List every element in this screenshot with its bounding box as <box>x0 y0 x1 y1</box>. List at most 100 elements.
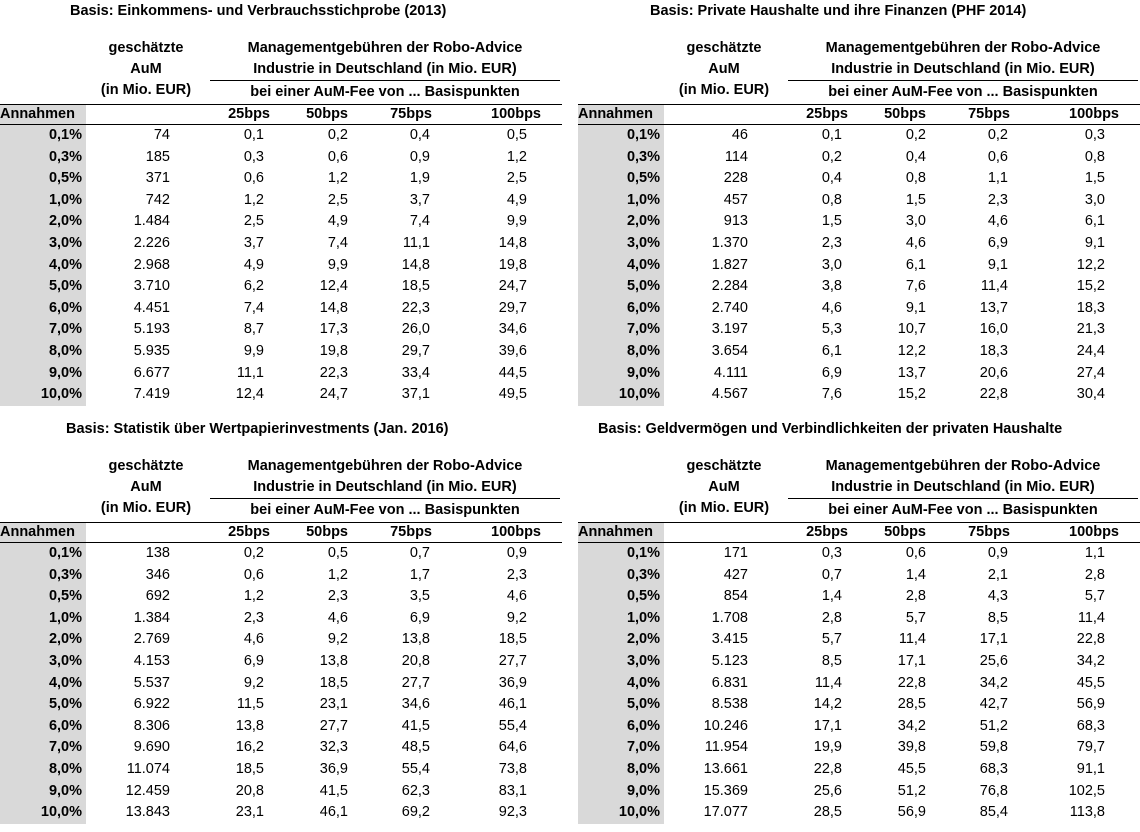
fee-25bps-cell: 6,9 <box>821 364 842 381</box>
table-body: 0,1% 171 0,3 0,6 0,9 1,1 0,3% 427 0,7 1,4 2,1 2,8 0,… <box>578 543 1140 824</box>
fee-50bps-cell: 41,5 <box>319 782 348 799</box>
fee-50bps-cell: 14,8 <box>319 299 348 316</box>
aum-header-line: (in Mio. EUR) <box>678 82 770 98</box>
assumption-percent-cell: 0,3% <box>0 146 86 169</box>
fee-basis-header: bei einer AuM-Fee von ... Basispunkten <box>828 502 1098 518</box>
bps-column-header: 25bps <box>806 106 848 122</box>
fee-100bps-cell: 18,3 <box>1076 299 1105 316</box>
fee-25bps-cell: 22,8 <box>813 760 842 777</box>
fee-100bps-cell: 6,1 <box>1084 213 1105 230</box>
fee-25bps-cell: 0,6 <box>243 170 264 187</box>
bps-column-header: 25bps <box>228 106 270 122</box>
aum-cell: 6.831 <box>711 674 748 691</box>
assumption-percent-cell: 7,0% <box>578 737 664 759</box>
assumption-percent-cell: 7,0% <box>0 319 86 341</box>
fee-50bps-cell: 12,4 <box>319 278 348 295</box>
fee-75bps-cell: 1,1 <box>987 170 1008 187</box>
fee-75bps-cell: 37,1 <box>401 386 430 403</box>
fee-75bps-cell: 76,8 <box>979 782 1008 799</box>
column-header-row: Annahmen 25bps 50bps 75bps 100bps <box>578 522 1140 543</box>
table-row: 1,0% 1.384 2,3 4,6 6,9 9,2 <box>0 607 562 630</box>
table-row: 10,0% 17.077 28,5 56,9 85,4 113,8 <box>578 802 1140 824</box>
aum-cell: 138 <box>145 545 170 561</box>
fee-50bps-cell: 1,2 <box>327 170 348 187</box>
fee-100bps-cell: 56,9 <box>1076 696 1105 713</box>
fee-basis-header: bei einer AuM-Fee von ... Basispunkten <box>250 84 520 100</box>
aum-cell: 13.661 <box>703 760 748 777</box>
table-row: 7,0% 11.954 19,9 39,8 59,8 79,7 <box>578 737 1140 759</box>
fee-75bps-cell: 6,9 <box>987 234 1008 251</box>
fee-50bps-cell: 0,2 <box>327 127 348 143</box>
fee-25bps-cell: 7,4 <box>243 299 264 316</box>
fee-25bps-cell: 6,9 <box>243 652 264 669</box>
fee-25bps-cell: 9,9 <box>243 342 264 359</box>
assumption-percent-cell: 0,1% <box>578 125 664 147</box>
fee-75bps-cell: 25,6 <box>979 652 1008 669</box>
aum-cell: 4.111 <box>713 364 748 381</box>
table-row: 7,0% 3.197 5,3 10,7 16,0 21,3 <box>578 319 1140 341</box>
assumption-percent-cell: 10,0% <box>0 802 86 824</box>
fee-50bps-cell: 4,9 <box>327 213 348 230</box>
management-fee-header-line: Industrie in Deutschland (in Mio. EUR) <box>831 479 1095 495</box>
fee-50bps-cell: 5,7 <box>905 609 926 626</box>
fee-75bps-cell: 18,3 <box>979 342 1008 359</box>
fee-75bps-cell: 26,0 <box>401 321 430 338</box>
fee-25bps-cell: 3,0 <box>821 256 842 273</box>
table-row: 4,0% 5.537 9,2 18,5 27,7 36,9 <box>0 672 562 695</box>
fee-25bps-cell: 6,2 <box>243 278 264 295</box>
fee-75bps-cell: 13,8 <box>401 631 430 648</box>
panel-title: Basis: Einkommens- und Verbrauchsstichpr… <box>70 3 447 19</box>
bps-column-header: 50bps <box>884 524 926 540</box>
annahmen-header: Annahmen <box>0 105 86 124</box>
table-row: 5,0% 8.538 14,2 28,5 42,7 56,9 <box>578 694 1140 716</box>
fee-75bps-cell: 22,3 <box>401 299 430 316</box>
aum-header: geschätzte AuM (in Mio. EUR) <box>86 456 206 519</box>
assumption-percent-cell: 0,5% <box>0 168 86 190</box>
aum-cell: 8.538 <box>711 696 748 713</box>
fee-100bps-cell: 4,9 <box>506 191 527 208</box>
aum-cell: 346 <box>145 566 170 583</box>
fee-100bps-cell: 49,5 <box>498 386 527 403</box>
assumption-percent-cell: 2,0% <box>0 629 86 651</box>
aum-header-line: (in Mio. EUR) <box>100 500 192 516</box>
fee-75bps-cell: 6,9 <box>409 609 430 626</box>
fee-50bps-cell: 9,9 <box>327 256 348 273</box>
fee-25bps-cell: 7,6 <box>821 386 842 403</box>
aum-cell: 185 <box>145 148 170 165</box>
fee-25bps-cell: 5,7 <box>821 631 842 648</box>
fee-basis-header: bei einer AuM-Fee von ... Basispunkten <box>828 84 1098 100</box>
fee-75bps-cell: 14,8 <box>401 256 430 273</box>
management-fee-header-line: Industrie in Deutschland (in Mio. EUR) <box>253 479 517 495</box>
fee-75bps-cell: 0,6 <box>987 148 1008 165</box>
column-header-row: Annahmen 25bps 50bps 75bps 100bps <box>0 104 562 125</box>
fee-25bps-cell: 0,4 <box>821 170 842 187</box>
fee-75bps-cell: 85,4 <box>979 804 1008 821</box>
fee-75bps-cell: 55,4 <box>401 760 430 777</box>
aum-cell: 2.284 <box>711 278 748 295</box>
column-header-row: Annahmen 25bps 50bps 75bps 100bps <box>578 104 1140 125</box>
table-row: 8,0% 5.935 9,9 19,8 29,7 39,6 <box>0 340 562 363</box>
fee-50bps-cell: 32,3 <box>319 739 348 756</box>
assumption-percent-cell: 4,0% <box>0 672 86 695</box>
fee-25bps-cell: 17,1 <box>813 717 842 734</box>
management-fee-header-line: Managementgebühren der Robo-Advice <box>247 458 523 474</box>
fee-50bps-cell: 45,5 <box>897 760 926 777</box>
aum-cell: 4.153 <box>133 652 170 669</box>
management-fee-header-line: Industrie in Deutschland (in Mio. EUR) <box>253 61 517 77</box>
annahmen-header: Annahmen <box>578 523 664 542</box>
fee-50bps-cell: 1,2 <box>327 566 348 583</box>
fee-25bps-cell: 2,8 <box>821 609 842 626</box>
fee-100bps-cell: 30,4 <box>1076 386 1105 403</box>
fee-25bps-cell: 3,8 <box>821 278 842 295</box>
fee-75bps-cell: 48,5 <box>401 739 430 756</box>
fee-50bps-cell: 0,2 <box>905 127 926 143</box>
table-row: 6,0% 8.306 13,8 27,7 41,5 55,4 <box>0 715 562 738</box>
table-row: 0,3% 346 0,6 1,2 1,7 2,3 <box>0 564 562 587</box>
aum-header-line: geschätzte <box>686 40 762 56</box>
fee-75bps-cell: 62,3 <box>401 782 430 799</box>
table-row: 4,0% 1.827 3,0 6,1 9,1 12,2 <box>578 254 1140 277</box>
fee-75bps-cell: 4,3 <box>987 588 1008 605</box>
table-row: 0,3% 185 0,3 0,6 0,9 1,2 <box>0 146 562 169</box>
management-fee-header: Managementgebühren der Robo-Advice Indust… <box>788 456 1138 499</box>
fee-25bps-cell: 2,3 <box>243 609 264 626</box>
